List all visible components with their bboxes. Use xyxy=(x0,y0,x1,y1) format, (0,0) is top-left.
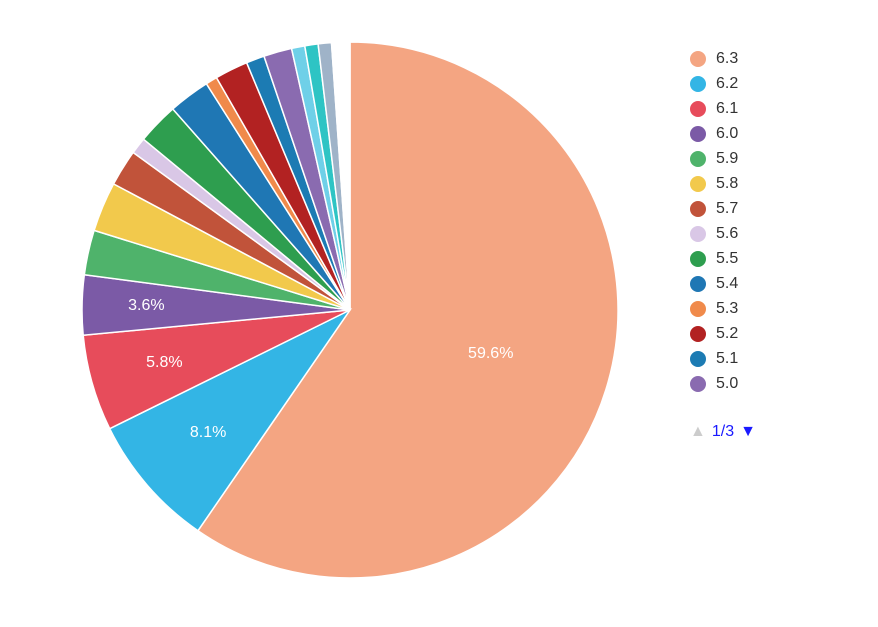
pie-chart-svg xyxy=(80,40,620,580)
pager-label: 1/3 xyxy=(712,423,734,441)
legend-swatch-icon xyxy=(690,301,706,317)
legend-item-label: 5.8 xyxy=(716,175,738,193)
legend-item[interactable]: 5.6 xyxy=(690,225,850,243)
legend-swatch-icon xyxy=(690,251,706,267)
legend-item-label: 5.9 xyxy=(716,150,738,168)
legend-swatch-icon xyxy=(690,76,706,92)
legend-item-label: 5.1 xyxy=(716,350,738,368)
legend-item[interactable]: 5.2 xyxy=(690,325,850,343)
legend-item[interactable]: 5.4 xyxy=(690,275,850,293)
legend-swatch-icon xyxy=(690,126,706,142)
chart-container: 59.6%8.1%5.8%3.6% 6.3 6.2 6.1 6.0 5.9 5.8 5.7 5… xyxy=(0,0,878,627)
legend-item-label: 5.6 xyxy=(716,225,738,243)
legend-item[interactable]: 6.0 xyxy=(690,125,850,143)
legend-swatch-icon xyxy=(690,376,706,392)
legend-item[interactable]: 5.8 xyxy=(690,175,850,193)
legend-panel: 6.3 6.2 6.1 6.0 5.9 5.8 5.7 5.6 5.5 5.4 5.3 5.2 5.1 5… xyxy=(670,20,850,607)
legend-item-label: 5.5 xyxy=(716,250,738,268)
legend-swatch-icon xyxy=(690,176,706,192)
legend-item-label: 6.1 xyxy=(716,100,738,118)
legend-item[interactable]: 6.2 xyxy=(690,75,850,93)
legend-item-label: 6.3 xyxy=(716,50,738,68)
legend-swatch-icon xyxy=(690,276,706,292)
pie-chart-area: 59.6%8.1%5.8%3.6% xyxy=(30,20,670,610)
legend-swatch-icon xyxy=(690,326,706,342)
legend-item[interactable]: 5.7 xyxy=(690,200,850,218)
legend-swatch-icon xyxy=(690,51,706,67)
legend-item[interactable]: 5.1 xyxy=(690,350,850,368)
legend-swatch-icon xyxy=(690,351,706,367)
legend-item[interactable]: 5.5 xyxy=(690,250,850,268)
legend-item-label: 5.7 xyxy=(716,200,738,218)
legend-item-label: 5.2 xyxy=(716,325,738,343)
legend-swatch-icon xyxy=(690,101,706,117)
legend-item-label: 5.0 xyxy=(716,375,738,393)
legend-item-label: 6.0 xyxy=(716,125,738,143)
pager-prev-icon[interactable]: ▲ xyxy=(690,424,706,440)
legend-item-label: 6.2 xyxy=(716,75,738,93)
legend-item[interactable]: 6.3 xyxy=(690,50,850,68)
legend-item[interactable]: 5.0 xyxy=(690,375,850,393)
legend-item-label: 5.3 xyxy=(716,300,738,318)
legend-pager: ▲ 1/3 ▼ xyxy=(690,423,850,441)
legend-swatch-icon xyxy=(690,226,706,242)
pager-next-icon[interactable]: ▼ xyxy=(740,424,756,440)
legend-swatch-icon xyxy=(690,201,706,217)
legend-item-label: 5.4 xyxy=(716,275,738,293)
legend-item[interactable]: 5.3 xyxy=(690,300,850,318)
legend-item[interactable]: 5.9 xyxy=(690,150,850,168)
legend-item[interactable]: 6.1 xyxy=(690,100,850,118)
legend-swatch-icon xyxy=(690,151,706,167)
legend-list: 6.3 6.2 6.1 6.0 5.9 5.8 5.7 5.6 5.5 5.4 5.3 5.2 5.1 5… xyxy=(690,50,850,393)
